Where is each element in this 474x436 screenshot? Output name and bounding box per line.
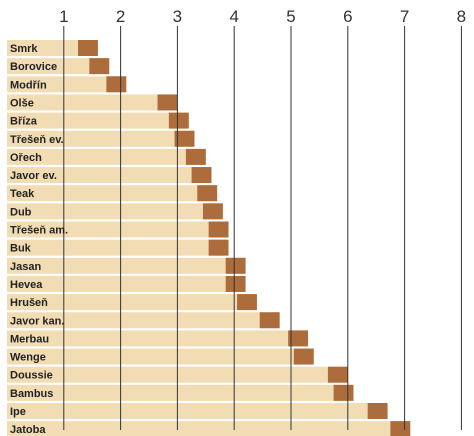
bar-range bbox=[191, 167, 212, 184]
x-tick-label: 6 bbox=[343, 7, 352, 26]
x-tick-label: 7 bbox=[400, 7, 409, 26]
category-label: Ořech bbox=[10, 152, 42, 164]
category-label: Třešeň ev. bbox=[10, 134, 64, 146]
x-tick-label: 8 bbox=[457, 7, 466, 26]
bar-background bbox=[7, 185, 218, 202]
bar-background bbox=[7, 167, 212, 184]
bar-range bbox=[208, 221, 229, 238]
bar-background bbox=[7, 76, 127, 93]
bar-range bbox=[202, 203, 223, 220]
bar-background bbox=[7, 348, 314, 365]
bar-background bbox=[7, 221, 229, 238]
category-label: Javor kan. bbox=[10, 315, 64, 327]
bar-background bbox=[7, 203, 223, 220]
bar-range bbox=[333, 384, 354, 401]
bar-range bbox=[197, 185, 218, 202]
category-label: Doussie bbox=[10, 370, 53, 382]
bar-range bbox=[78, 40, 98, 56]
bar-background bbox=[7, 94, 178, 111]
category-label: Jasan bbox=[10, 261, 41, 273]
bar-background bbox=[7, 239, 229, 256]
category-label: Hrušeň bbox=[10, 297, 48, 309]
bar-background bbox=[7, 384, 354, 401]
bars bbox=[7, 40, 411, 436]
x-tick-label: 4 bbox=[229, 7, 238, 26]
bar-background bbox=[7, 112, 189, 129]
bar-range bbox=[174, 130, 195, 147]
bar-range bbox=[367, 403, 388, 419]
category-label: Buk bbox=[10, 243, 32, 255]
x-tick-label: 5 bbox=[286, 7, 295, 26]
bar-background bbox=[7, 130, 195, 147]
category-label: Jatoba bbox=[10, 424, 46, 436]
category-label: Modřín bbox=[10, 79, 47, 91]
category-labels: Smrk Borovice Modřín Olše Bříza Třešeň ev. Oře… bbox=[10, 43, 68, 436]
category-label: Olše bbox=[10, 97, 34, 109]
category-label: Javor ev. bbox=[10, 170, 57, 182]
category-label: Merbau bbox=[10, 333, 49, 345]
bar-background bbox=[7, 257, 246, 274]
category-label: Teak bbox=[10, 188, 35, 200]
bar-background bbox=[7, 294, 257, 311]
category-label: Dub bbox=[10, 206, 32, 218]
bar-range bbox=[208, 239, 229, 256]
bar-background bbox=[7, 148, 206, 165]
bar-range bbox=[259, 312, 280, 329]
category-label: Bříza bbox=[10, 116, 38, 128]
bar-background bbox=[7, 330, 309, 347]
category-label: Wenge bbox=[10, 352, 46, 364]
category-label: Smrk bbox=[10, 43, 38, 55]
category-label: Bambus bbox=[10, 388, 53, 400]
bar-range bbox=[237, 294, 257, 311]
category-label: Třešeň am. bbox=[10, 225, 68, 237]
x-tick-label: 2 bbox=[116, 7, 125, 26]
bar-background bbox=[7, 421, 411, 436]
bar-range bbox=[106, 76, 127, 93]
category-label: Hevea bbox=[10, 279, 43, 291]
bar-background bbox=[7, 40, 98, 56]
gridlines bbox=[63, 26, 462, 430]
bar-range bbox=[288, 330, 309, 347]
category-label: Ipe bbox=[10, 406, 26, 418]
bar-background bbox=[7, 312, 280, 329]
x-tick-labels: 1 2 3 4 5 6 7 8 bbox=[59, 7, 466, 26]
bar-range bbox=[390, 421, 411, 436]
category-label: Borovice bbox=[10, 61, 57, 73]
bar-range bbox=[327, 366, 348, 383]
bar-range bbox=[157, 94, 178, 111]
bar-range bbox=[225, 275, 246, 292]
bar-range bbox=[168, 112, 189, 129]
bar-range bbox=[293, 348, 314, 365]
bar-range bbox=[89, 58, 110, 75]
bar-range bbox=[185, 148, 206, 165]
bar-background bbox=[7, 58, 110, 75]
x-tick-label: 1 bbox=[59, 7, 68, 26]
x-tick-label: 3 bbox=[173, 7, 182, 26]
bar-background bbox=[7, 403, 388, 419]
bar-range bbox=[225, 257, 246, 274]
bar-background bbox=[7, 275, 246, 292]
